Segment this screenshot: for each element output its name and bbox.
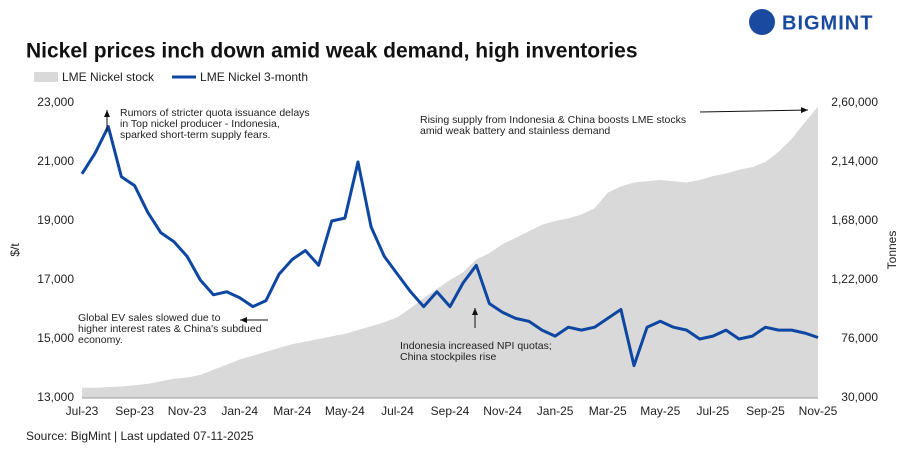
x-tick-label: Jul-23 — [66, 404, 99, 418]
annotation: higher interest rates & China's subdued — [78, 323, 262, 335]
x-tick-label: May-24 — [325, 404, 365, 418]
x-tick-label: Nov-23 — [168, 404, 207, 418]
x-tick-label: Jan-25 — [537, 404, 574, 418]
y2-tick-label: 2,60,000 — [831, 95, 878, 109]
source: Source: BigMint | Last updated 07-11-202… — [26, 429, 254, 443]
annotation: Rumors of stricter quota issuance delays — [120, 107, 310, 119]
x-tick-label: Sep-23 — [115, 404, 154, 418]
legend-swatch — [34, 72, 58, 82]
y2-tick-label: 76,000 — [841, 331, 878, 345]
x-tick-label: Nov-24 — [483, 404, 522, 418]
x-tick-label: Sep-25 — [746, 404, 785, 418]
x-tick-label: Nov-25 — [799, 404, 838, 418]
y-tick-label: 23,000 — [37, 95, 74, 109]
chart-title: Nickel prices inch down amid weak demand… — [26, 40, 638, 63]
y-axis-title: $/t — [8, 243, 22, 257]
y-tick-label: 13,000 — [37, 390, 74, 404]
y2-axis-title: Tonnes — [885, 231, 899, 270]
y2-tick-label: 2,14,000 — [831, 154, 878, 168]
annotation: sparked short-term supply fears. — [120, 129, 271, 141]
annotation: Rising supply from Indonesia & China boo… — [420, 114, 686, 126]
legend-label: LME Nickel 3-month — [200, 70, 308, 84]
area — [82, 106, 818, 399]
arrow — [699, 107, 809, 114]
line — [80, 125, 819, 368]
annotation: Indonesia increased NPI quotas; — [400, 340, 552, 352]
y2-tick-label: 30,000 — [841, 390, 878, 404]
x-tick-label: Jul-24 — [381, 404, 414, 418]
x-tick-label: Mar-25 — [589, 404, 627, 418]
x-tick-label: Jan-24 — [221, 404, 258, 418]
x-tick-label: May-25 — [640, 404, 680, 418]
y2-tick-label: 1,68,000 — [831, 213, 878, 227]
x-tick-label: Jul-25 — [697, 404, 730, 418]
logo-icon — [749, 9, 775, 35]
annotation: amid weak battery and stainless demand — [420, 125, 610, 137]
y-tick-label: 17,000 — [37, 272, 74, 286]
brand: BIGMINT — [782, 12, 873, 34]
annotation: China stockpiles rise — [400, 351, 496, 363]
x-tick-label: Mar-24 — [273, 404, 311, 418]
plot — [80, 106, 819, 399]
y-tick-label: 21,000 — [37, 154, 74, 168]
y-tick-label: 15,000 — [37, 331, 74, 345]
annotation: economy. — [78, 334, 123, 346]
legend-label: LME Nickel stock — [62, 70, 155, 84]
annotations — [104, 107, 809, 328]
annotation: in Top nickel producer - Indonesia, — [120, 118, 280, 130]
y-tick-label: 19,000 — [37, 213, 74, 227]
logo: BIGMINT — [749, 9, 873, 35]
annotation: Global EV sales slowed due to — [78, 312, 221, 324]
x-tick-label: Sep-24 — [431, 404, 470, 418]
y2-tick-label: 1,22,000 — [831, 272, 878, 286]
